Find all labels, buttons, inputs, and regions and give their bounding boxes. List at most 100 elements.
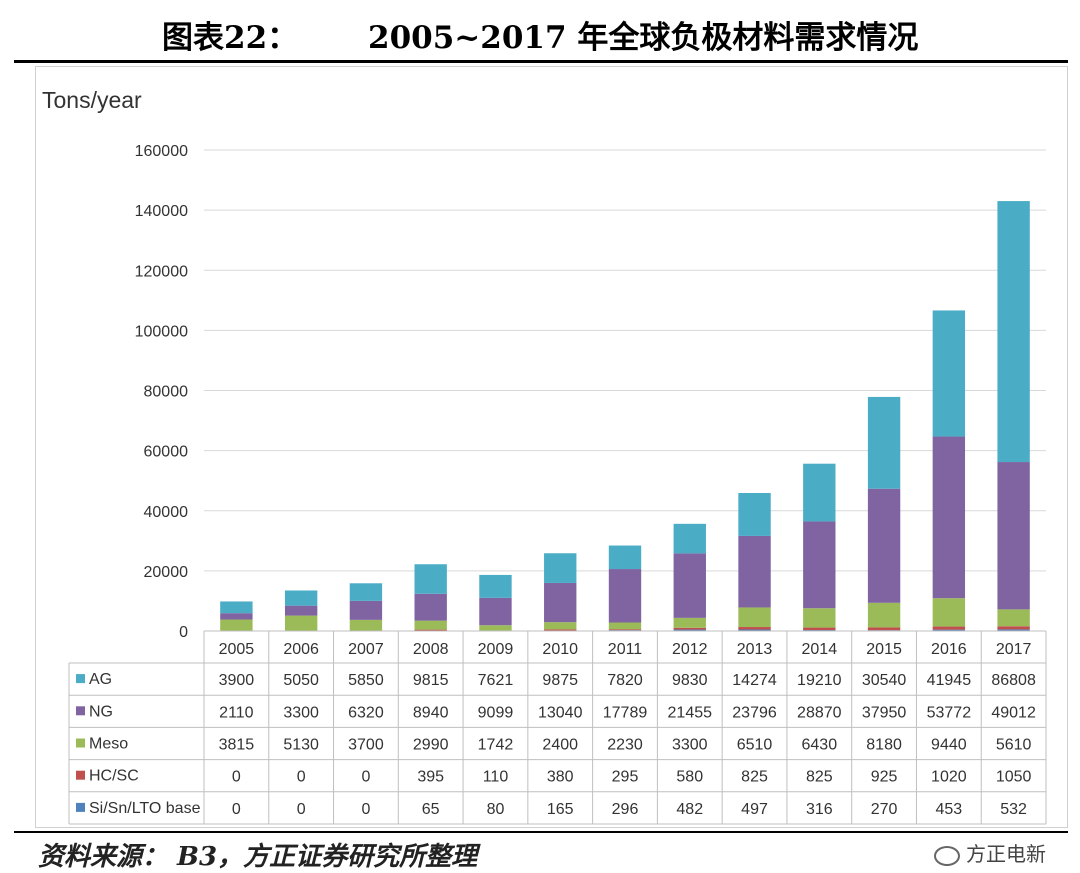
- y-tick-label: 100000: [135, 323, 188, 340]
- data-table-value: 1050: [996, 769, 1032, 786]
- bar-segment: [997, 462, 1029, 609]
- data-table-value: 453: [935, 801, 962, 818]
- data-table-value: 6430: [802, 737, 838, 754]
- bar-segment: [350, 583, 382, 601]
- bar-segment: [544, 583, 576, 622]
- data-table-value: 7621: [478, 672, 514, 689]
- x-tick-label: 2008: [413, 641, 449, 658]
- x-tick-label: 2009: [478, 641, 514, 658]
- bar-segment: [803, 464, 835, 522]
- bar-segment: [738, 607, 770, 627]
- data-table-value: 110: [483, 769, 509, 786]
- bar-segment: [609, 629, 641, 630]
- bar-segment: [350, 620, 382, 631]
- x-tick-label: 2015: [866, 641, 902, 658]
- bar-segment: [868, 603, 900, 628]
- bar-segment: [803, 628, 835, 630]
- data-table-value: 825: [806, 769, 833, 786]
- bar-segment: [544, 622, 576, 629]
- legend-label: Meso: [89, 736, 128, 753]
- bar-segment: [868, 489, 900, 603]
- data-table-value: 2230: [607, 737, 643, 754]
- data-table-value: 9440: [931, 737, 967, 754]
- source-note: 资料来源： B3，方正证券研究所整理: [38, 836, 477, 873]
- legend-key: [76, 771, 85, 780]
- y-axis-title: Tons/year: [42, 87, 142, 113]
- legend-label: Si/Sn/LTO base: [89, 800, 201, 817]
- data-table-value: 7820: [607, 672, 643, 689]
- bar-segment: [674, 618, 706, 628]
- bar-segment: [415, 564, 447, 594]
- wechat-icon: [934, 846, 960, 866]
- bar-segment: [479, 575, 511, 598]
- bar-segment: [738, 627, 770, 629]
- data-table-value: 41945: [927, 672, 972, 689]
- data-table-value: 0: [297, 769, 306, 786]
- y-tick-label: 160000: [135, 143, 188, 160]
- data-table-value: 6510: [737, 737, 773, 754]
- bar-segment: [479, 625, 511, 630]
- bar-segment: [544, 553, 576, 583]
- top-rule: [14, 60, 1068, 63]
- bottom-rule: [14, 831, 1068, 833]
- data-table-value: 395: [417, 769, 444, 786]
- y-tick-label: 80000: [144, 384, 189, 401]
- x-tick-label: 2010: [542, 641, 578, 658]
- x-tick-label: 2006: [283, 641, 319, 658]
- bar-segment: [220, 601, 252, 613]
- bar-segment: [220, 620, 252, 631]
- x-tick-label: 2013: [737, 641, 773, 658]
- y-tick-label: 40000: [144, 504, 189, 521]
- data-table-value: 0: [361, 801, 370, 818]
- data-table-value: 3815: [219, 737, 255, 754]
- data-table-value: 3900: [219, 672, 255, 689]
- data-table-value: 9815: [413, 672, 449, 689]
- data-table-value: 5130: [283, 737, 319, 754]
- data-table-value: 3300: [283, 704, 319, 721]
- figure-title: 图表22： 2005~2017 年全球负极材料需求情况: [0, 12, 1080, 58]
- data-table-value: 5050: [283, 672, 319, 689]
- data-table-value: 17789: [603, 704, 648, 721]
- bar-segment: [738, 493, 770, 536]
- bar-segment: [997, 201, 1029, 462]
- data-table-value: 80: [487, 801, 505, 818]
- x-tick-label: 2011: [608, 641, 643, 658]
- bar-segment: [285, 590, 317, 605]
- bar-segment: [868, 627, 900, 630]
- data-table-value: 0: [232, 801, 241, 818]
- data-table-value: 5610: [996, 737, 1032, 754]
- bar-segment: [220, 613, 252, 619]
- data-table-value: 580: [676, 769, 703, 786]
- bar-segment: [609, 569, 641, 622]
- bar-segment: [674, 553, 706, 617]
- bar-segment: [479, 598, 511, 625]
- bar-segment: [803, 608, 835, 627]
- data-table-value: 925: [871, 769, 898, 786]
- figure-title-text: 2005~2017 年全球负极材料需求情况: [368, 12, 918, 57]
- data-table-value: 21455: [668, 704, 713, 721]
- data-table-value: 497: [741, 801, 768, 818]
- bar-segment: [933, 598, 965, 626]
- data-table-value: 49012: [991, 704, 1036, 721]
- data-table-value: 28870: [797, 704, 842, 721]
- data-table-value: 270: [871, 801, 898, 818]
- data-table-value: 165: [547, 801, 574, 818]
- data-table-value: 8940: [413, 704, 449, 721]
- data-table-value: 0: [361, 769, 370, 786]
- data-table-value: 3700: [348, 737, 384, 754]
- y-tick-label: 140000: [135, 203, 188, 220]
- bar-segment: [803, 521, 835, 608]
- x-tick-label: 2007: [348, 641, 384, 658]
- data-table-value: 2990: [413, 737, 449, 754]
- legend-key: [76, 739, 85, 748]
- data-table-value: 8180: [866, 737, 902, 754]
- y-tick-label: 0: [179, 624, 188, 641]
- data-table-value: 2110: [219, 704, 254, 721]
- data-table-value: 380: [547, 769, 574, 786]
- y-tick-label: 20000: [144, 564, 189, 581]
- bar-segment: [415, 594, 447, 621]
- x-tick-label: 2017: [996, 641, 1032, 658]
- watermark: 方正电新: [934, 838, 1046, 867]
- data-table-value: 9875: [542, 672, 578, 689]
